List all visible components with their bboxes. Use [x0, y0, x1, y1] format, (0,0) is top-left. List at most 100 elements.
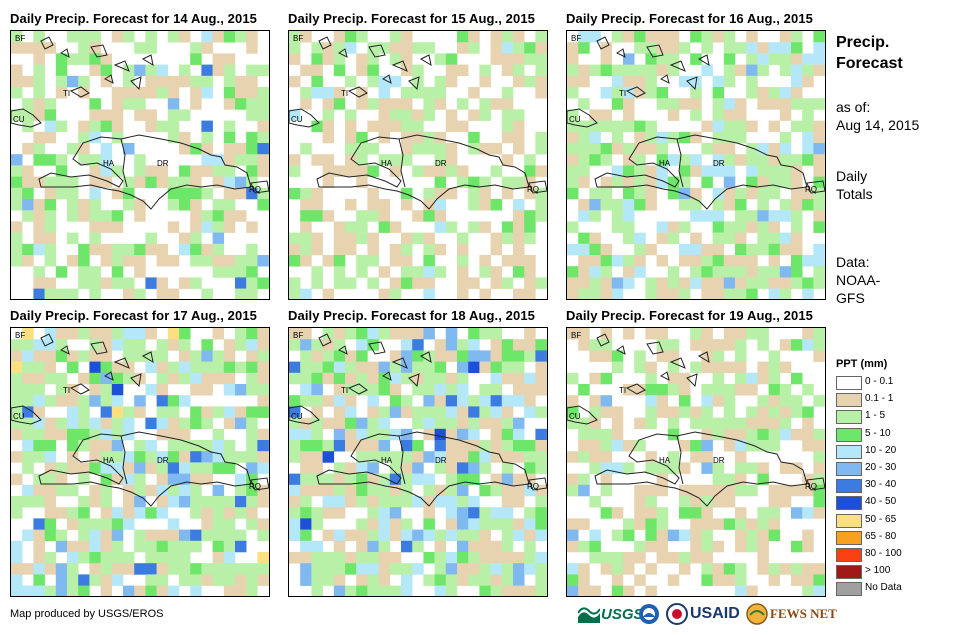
precip-cell	[89, 339, 101, 351]
precip-cell	[578, 339, 590, 351]
precip-cell	[345, 42, 357, 54]
precip-cell	[100, 451, 113, 463]
precip-cell	[746, 406, 758, 418]
precip-cell	[468, 339, 480, 351]
precip-cell	[89, 440, 101, 452]
precip-cell	[289, 277, 301, 289]
precip-cell	[600, 440, 613, 452]
precip-cell	[134, 109, 146, 121]
precip-cell	[623, 552, 635, 564]
precip-cell	[679, 243, 691, 256]
precip-cell	[445, 328, 458, 340]
precip-cell	[524, 384, 536, 396]
precip-cell	[311, 462, 323, 474]
precip-cell	[11, 350, 23, 362]
precip-cell	[201, 255, 213, 267]
precip-cell	[723, 361, 736, 374]
precip-cell	[434, 563, 447, 575]
precip-cell	[735, 109, 747, 121]
map-label-ha: HA	[381, 159, 393, 168]
precip-cell	[123, 585, 135, 596]
precip-cell	[44, 585, 57, 596]
precip-cell	[55, 328, 68, 340]
precip-cell	[468, 563, 480, 575]
precip-cell	[735, 277, 747, 289]
precip-cell	[55, 462, 68, 474]
precip-cell	[11, 417, 23, 430]
coastline	[11, 108, 42, 128]
precip-cell	[567, 154, 579, 166]
precip-cell	[712, 350, 725, 362]
precip-cell	[490, 350, 503, 362]
precip-cell	[356, 529, 368, 542]
precip-cell	[791, 165, 803, 177]
precip-cell	[501, 109, 514, 121]
precip-cell	[802, 507, 814, 519]
precip-cell	[190, 417, 202, 430]
precip-cell	[768, 277, 781, 289]
precip-cell	[412, 277, 424, 289]
precip-cell	[156, 339, 169, 351]
precip-cell	[167, 484, 180, 497]
precip-cell	[434, 540, 447, 553]
precip-cell	[679, 154, 691, 166]
precip-cell	[535, 384, 547, 396]
precip-cell	[257, 109, 269, 121]
precip-cell	[167, 540, 180, 553]
precip-cell	[201, 165, 213, 177]
precip-cell	[145, 232, 157, 245]
precip-cell	[667, 361, 680, 374]
precip-cell	[33, 64, 45, 77]
precip-cell	[490, 199, 503, 211]
coastline	[408, 76, 420, 91]
precip-cell	[134, 165, 146, 177]
precip-cell	[11, 87, 23, 99]
precip-cell	[289, 428, 301, 441]
legend-swatch	[836, 513, 862, 528]
precip-cell	[690, 154, 702, 166]
precip-cell	[813, 395, 825, 407]
precip-cell	[468, 529, 480, 542]
precip-cell	[712, 462, 725, 474]
precip-cell	[712, 473, 725, 486]
precip-cell	[190, 187, 202, 200]
precip-cell	[457, 266, 469, 278]
precip-cell	[656, 328, 669, 340]
precip-cell	[378, 120, 391, 133]
precip-cell	[289, 31, 301, 43]
precip-cell	[33, 143, 45, 155]
precip-cell	[600, 451, 613, 463]
precip-cell	[100, 395, 113, 407]
precip-cell	[100, 406, 113, 418]
precip-cell	[44, 440, 57, 452]
precip-cell	[89, 243, 101, 256]
precip-cell	[246, 277, 258, 289]
precip-cell	[401, 462, 413, 474]
precip-cell	[611, 428, 624, 441]
coastline	[250, 477, 269, 491]
precip-cell	[457, 339, 469, 351]
precip-cell	[44, 221, 57, 233]
precip-cell	[611, 87, 624, 99]
precip-cell	[179, 540, 191, 553]
precip-cell	[501, 87, 514, 99]
precip-cell	[134, 176, 146, 189]
precip-cell	[746, 585, 758, 596]
precip-cell	[55, 574, 68, 586]
precip-cell	[345, 395, 357, 407]
precip-cell	[457, 395, 469, 407]
precip-cell	[813, 243, 825, 256]
precip-cell	[535, 277, 547, 289]
precip-cell	[11, 395, 23, 407]
precip-cell	[567, 574, 579, 586]
precip-cell	[634, 266, 646, 278]
precip-cell	[212, 406, 225, 418]
precip-cell	[111, 540, 124, 553]
border-line	[398, 138, 406, 188]
precip-cell	[246, 288, 258, 299]
precip-cell	[578, 243, 590, 256]
precip-cell	[401, 473, 413, 486]
precip-cell	[322, 109, 335, 121]
precip-cell	[679, 221, 691, 233]
precip-cell	[434, 210, 447, 222]
